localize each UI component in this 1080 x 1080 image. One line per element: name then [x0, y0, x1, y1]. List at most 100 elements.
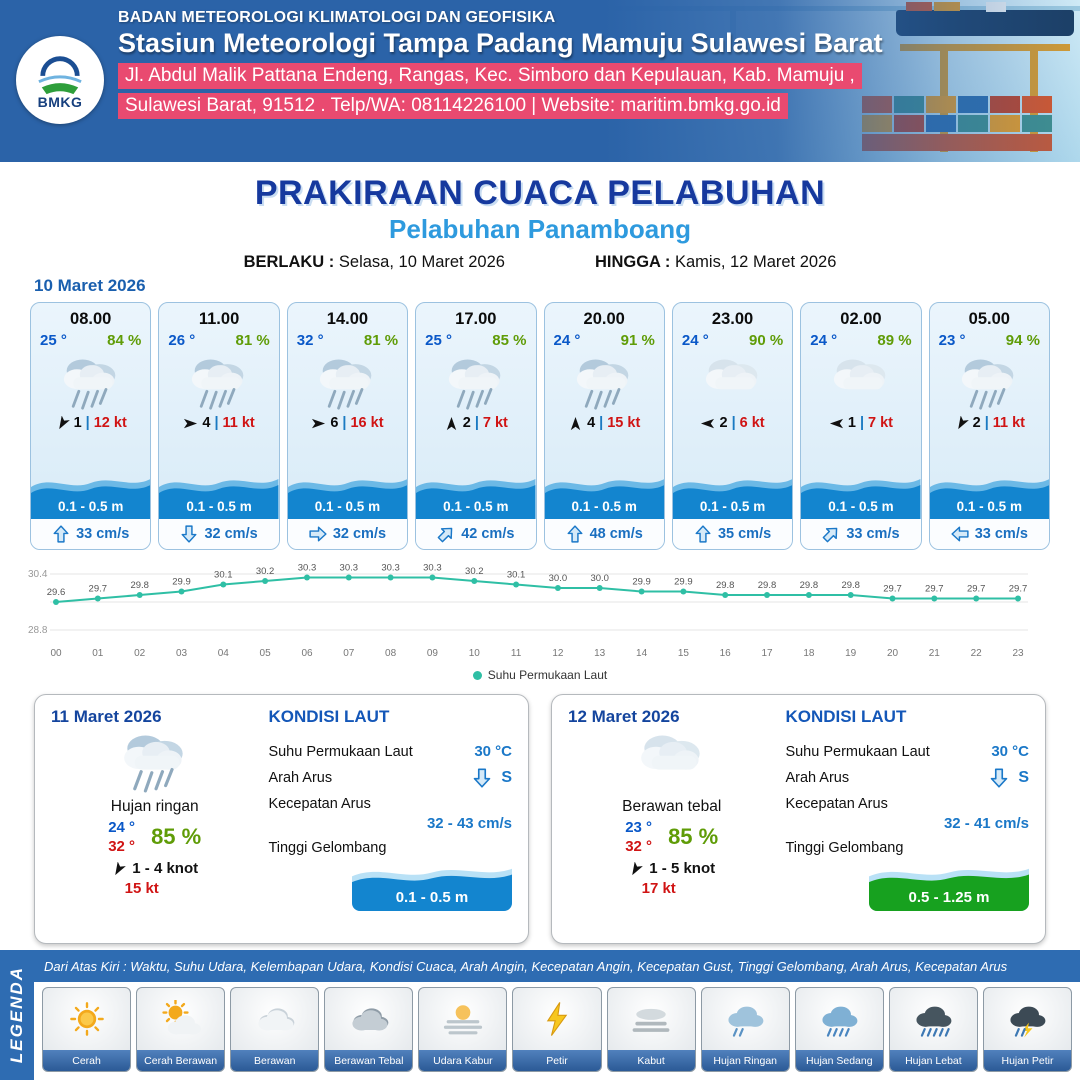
condition-label: Berawan tebal	[622, 798, 722, 815]
svg-text:29.7: 29.7	[883, 584, 902, 595]
day-summary: 11 Maret 2026 Hujan ringan 24 ° 32 ° 85 % 1 -…	[51, 707, 258, 931]
rain-medium-icon	[796, 988, 883, 1050]
sun-icon	[43, 988, 130, 1050]
weather-cloud-icon	[673, 350, 792, 412]
sst-chart-section: 30.4 28.8 29.6 00 29.7 01 29.8 02 29.9 03 30.1 04 30…	[26, 558, 1054, 682]
berlaku-value: Selasa, 10 Maret 2026	[338, 253, 505, 271]
wind-direction-icon	[183, 415, 198, 431]
current-row: 48 cm/s	[544, 519, 664, 549]
fog-icon	[608, 988, 695, 1050]
day-card: 12 Maret 2026 Berawan tebal 23 ° 32 ° 85 % 1 …	[551, 694, 1046, 944]
current-dir-label: Arah Arus	[268, 770, 333, 786]
current-row: 35 cm/s	[672, 519, 793, 549]
humidity-value: 90 %	[749, 332, 784, 349]
daily-summary-row: 11 Maret 2026 Hujan ringan 24 ° 32 ° 85 % 1 -…	[34, 694, 1046, 944]
forecast-card: 20.00 24 ° 91 % 4 | 15 kt 0.1 - 0.5 m 48 cm/s	[543, 302, 665, 550]
forecast-time: 11.00	[198, 310, 240, 328]
svg-text:14: 14	[636, 648, 648, 659]
temp-min: 23 °	[625, 819, 653, 836]
wind-row: 2 | 11 kt	[930, 415, 1049, 431]
svg-text:30.3: 30.3	[298, 563, 317, 574]
svg-text:07: 07	[343, 648, 355, 659]
svg-text:29.9: 29.9	[632, 577, 651, 588]
validity-dates: BERLAKU : Selasa, 10 Maret 2026 HINGGA :…	[0, 253, 1080, 272]
current-speed-value: 33 cm/s	[974, 526, 1028, 542]
berlaku-label: BERLAKU :	[243, 253, 335, 271]
title-block: PRAKIRAAN CUACA PELABUHAN Pelabuhan Pana…	[0, 162, 1080, 272]
forecast-time: 23.00	[711, 310, 754, 328]
svg-text:19: 19	[845, 648, 857, 659]
lightning-icon	[513, 988, 600, 1050]
station-name: Stasiun Meteorologi Tampa Padang Mamuju …	[118, 28, 883, 58]
current-speed-label: Kecepatan Arus	[268, 796, 371, 812]
gust-value: 17 kt	[641, 880, 676, 897]
humidity-value: 91 %	[620, 332, 655, 349]
legend-item: Hujan Lebat	[888, 987, 978, 1072]
svg-text:29.8: 29.8	[716, 580, 735, 591]
svg-text:21: 21	[929, 648, 941, 659]
wave-height-value: 0.1 - 0.5 m	[186, 499, 252, 514]
sea-heading: KONDISI LAUT	[785, 707, 907, 726]
forecast-card: 14.00 32 ° 81 % 6 | 16 kt 0.1 - 0.5 m 32 cm/s	[286, 302, 409, 550]
divider: |	[859, 415, 864, 431]
wind-direction-icon	[829, 415, 844, 431]
humidity-value: 85 %	[668, 824, 719, 849]
legend-item: Hujan Ringan	[700, 987, 790, 1072]
wave-height-band: 0.1 - 0.5 m	[672, 473, 793, 519]
divider: |	[342, 415, 347, 431]
wind-speed: 7 kt	[482, 415, 508, 431]
current-speed-value: 33 cm/s	[76, 526, 130, 542]
svg-text:22: 22	[971, 648, 983, 659]
svg-text:03: 03	[176, 648, 188, 659]
wave-height-value: 0.1 - 0.5 m	[58, 499, 124, 514]
svg-text:04: 04	[218, 648, 230, 659]
svg-text:01: 01	[92, 648, 104, 659]
legend-marker-icon	[472, 670, 482, 680]
sea-conditions: KONDISI LAUT Suhu Permukaan Laut 30 °C Arah…	[785, 707, 1029, 931]
temp-min: 24 °	[108, 819, 136, 836]
svg-text:15: 15	[678, 648, 690, 659]
wave-height-band: 0.1 - 0.5 m	[287, 473, 408, 519]
legend-item: Cerah	[42, 987, 132, 1072]
wind-value: 2	[719, 415, 728, 431]
current-row: 32 cm/s	[287, 519, 408, 549]
weather-rain-icon	[31, 350, 150, 412]
temperature-value: 24 °	[810, 332, 838, 349]
temperature-value: 24 °	[681, 332, 709, 349]
current-row: 33 cm/s	[31, 519, 151, 549]
current-dir-label: Arah Arus	[785, 770, 850, 786]
legend-item: Udara Kabur	[418, 987, 508, 1072]
wave-height-value: 0.1 - 0.5 m	[571, 499, 637, 514]
svg-text:30.0: 30.0	[549, 573, 568, 584]
forecast-date: 10 Maret 2026	[34, 276, 146, 295]
legend-title: LEGENDA	[7, 966, 26, 1064]
wave-height-value: 0.5 - 1.25 m	[908, 889, 990, 906]
legend-item: Kabut	[606, 987, 696, 1072]
forecast-card: 23.00 24 ° 90 % 2 | 6 kt 0.1 - 0.5 m 35 cm/s	[671, 302, 794, 550]
wave-height-band: 0.1 - 0.5 m	[929, 473, 1049, 519]
svg-text:28.8: 28.8	[28, 625, 48, 636]
svg-text:30.0: 30.0	[590, 573, 609, 584]
svg-text:30.2: 30.2	[465, 566, 484, 577]
wind-direction-icon	[111, 860, 127, 877]
wind-direction-icon	[55, 415, 70, 431]
address-line-1: Jl. Abdul Malik Pattana Endeng, Rangas, …	[118, 63, 1080, 89]
legend-item-label: Cerah Berawan	[137, 1050, 225, 1071]
sst-value: 30 °C	[991, 743, 1029, 760]
weather-rain-icon	[416, 350, 535, 412]
svg-text:29.7: 29.7	[967, 584, 986, 595]
gust-value: 15 kt	[124, 880, 159, 897]
forecast-time: 08.00	[70, 310, 112, 328]
wind-speed: 12 kt	[93, 415, 127, 431]
forecast-time: 05.00	[968, 310, 1010, 328]
header: BMKG BADAN METEOROLOGI KLIMATOLOGI DAN G…	[0, 0, 1080, 162]
svg-text:29.7: 29.7	[1009, 584, 1028, 595]
wave-height-band: 0.1 - 0.5 m	[416, 473, 536, 519]
svg-text:30.3: 30.3	[340, 563, 359, 574]
svg-text:00: 00	[50, 648, 62, 659]
forecast-card: 11.00 26 ° 81 % 4 | 11 kt 0.1 - 0.5 m 32 cm/s	[158, 302, 280, 550]
wind-direction-icon	[311, 415, 326, 431]
forecast-time: 17.00	[455, 310, 497, 328]
temperature-value: 26 °	[168, 332, 196, 349]
